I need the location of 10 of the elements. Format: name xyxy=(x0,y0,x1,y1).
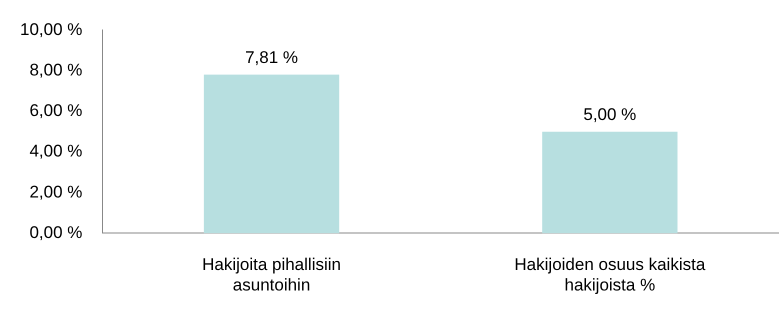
x-tick-label: Hakijoiden osuus kaikista hakijoista % xyxy=(514,255,706,294)
y-tick-label: 10,00 % xyxy=(20,20,82,39)
y-tick-label: 6,00 % xyxy=(29,101,82,120)
data-label: 5,00 % xyxy=(583,104,636,124)
data-label: 7,81 % xyxy=(245,48,298,67)
y-tick-label: 8,00 % xyxy=(29,60,82,80)
y-tick-label: 4,00 % xyxy=(29,142,82,161)
x-tick-label: Hakijoita pihallisiin asuntoihin xyxy=(202,255,341,294)
y-tick-label: 2,00 % xyxy=(29,182,82,202)
y-tick-label: 0,00 % xyxy=(29,222,82,242)
